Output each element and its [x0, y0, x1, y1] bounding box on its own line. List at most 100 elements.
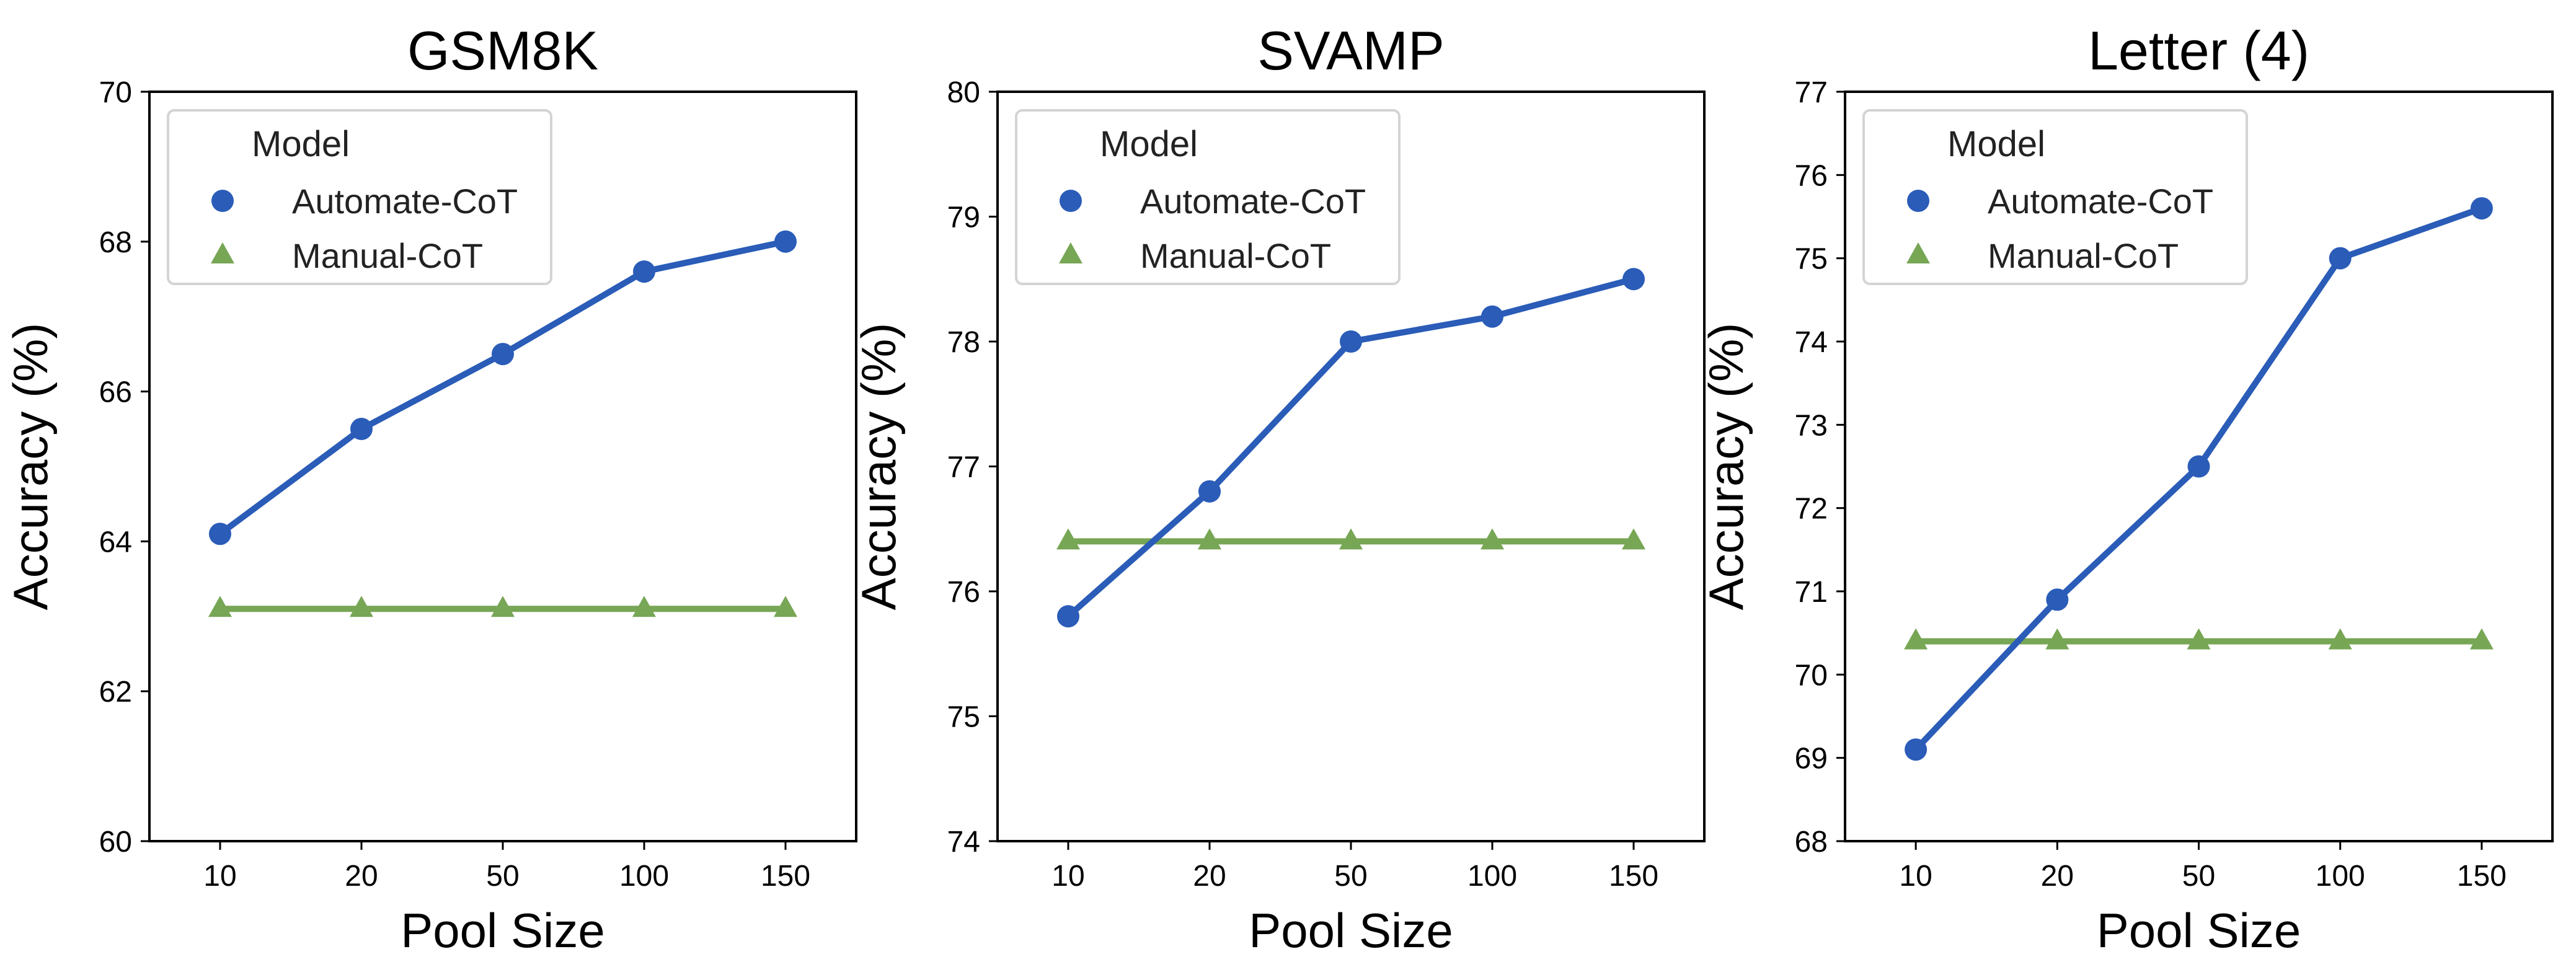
data-point [2470, 197, 2493, 220]
legend-label: Automate-CoT [1988, 182, 2213, 221]
y-axis-label: Accuracy (%) [1699, 323, 1753, 611]
legend-marker-circle [1060, 190, 1082, 212]
y-tick-label: 62 [99, 676, 132, 709]
chart-panel-3: Letter (4) 68 69 70 71 72 73 74 75 76 77 10 20 50 100 1… [1699, 20, 2554, 958]
series-automate-cot [209, 230, 797, 545]
x-axis-label: Pool Size [1249, 903, 1453, 958]
data-point [2046, 588, 2069, 611]
x-tick-label: 10 [203, 860, 236, 893]
y-tick-label: 73 [1795, 409, 1828, 442]
data-point [1905, 738, 1928, 761]
plot-frame [148, 90, 857, 842]
x-tick-label: 10 [1051, 860, 1084, 893]
y-tick-label: 74 [947, 826, 980, 859]
y-tick-label: 70 [1795, 659, 1828, 692]
y-tick-label: 64 [99, 526, 132, 558]
y-tick-label: 78 [947, 326, 980, 359]
chart-panel-2: SVAMP 74 75 76 77 78 79 80 10 20 50 100 150 Pool Size… [851, 20, 1706, 958]
legend-marker-triangle [1059, 242, 1082, 263]
y-tick-label: 76 [1795, 159, 1828, 192]
data-point [1622, 268, 1645, 291]
data-point [1056, 528, 1080, 550]
data-point [209, 523, 231, 545]
chart-panel-1: GSM8K 60 62 64 66 68 70 10 20 50 100 150 Pool Size Ac… [3, 20, 857, 958]
data-point [633, 260, 655, 283]
legend-label: Manual-CoT [1140, 236, 1331, 275]
x-tick-label: 20 [1193, 860, 1226, 893]
x-tick-label: 20 [345, 860, 378, 893]
x-tick-label: 150 [1609, 860, 1658, 893]
y-tick-label: 66 [99, 376, 132, 409]
legend: Model Automate-CoT Manual-CoT [1862, 109, 2248, 285]
x-axis-label: Pool Size [401, 903, 605, 958]
data-point [1198, 480, 1221, 503]
y-tick-label: 77 [947, 451, 980, 484]
data-point [2329, 247, 2352, 270]
chart-title: GSM8K [407, 20, 598, 81]
data-point [491, 596, 515, 617]
y-tick-label: 71 [1795, 576, 1828, 609]
y-tick-label: 79 [947, 201, 980, 234]
x-tick-label: 50 [1334, 860, 1367, 893]
data-point [2045, 628, 2069, 650]
legend-marker-triangle [211, 242, 234, 263]
legend-label: Automate-CoT [1140, 182, 1366, 221]
y-axis-label: Accuracy (%) [851, 323, 906, 611]
legend-box [167, 109, 552, 285]
x-tick-label: 50 [2182, 860, 2215, 893]
y-axis-label: Accuracy (%) [3, 323, 58, 611]
legend-label: Automate-CoT [292, 182, 518, 221]
series-manual-cot [208, 596, 797, 617]
x-tick-label: 100 [2316, 860, 2365, 893]
y-tick-label: 80 [947, 76, 980, 109]
plot-frame [996, 90, 1706, 842]
data-point [2187, 455, 2210, 478]
chart-title: Letter (4) [2088, 20, 2309, 81]
plot-frame [1844, 90, 2554, 842]
series-automate-cot [1905, 197, 2493, 761]
chart-title: SVAMP [1257, 20, 1445, 81]
legend-marker-circle [1907, 190, 1929, 212]
data-point [632, 596, 656, 617]
series-manual-cot [1056, 528, 1645, 550]
series-line [1913, 205, 2485, 753]
data-point [774, 596, 797, 617]
series-line [217, 238, 789, 537]
data-point [2187, 628, 2211, 650]
data-point [1481, 305, 1503, 328]
y-tick-label: 76 [947, 576, 980, 609]
legend: Model Automate-CoT Manual-CoT [1015, 109, 1401, 285]
y-tick-label: 75 [1795, 243, 1828, 276]
data-point [2328, 628, 2352, 650]
x-tick-label: 150 [2457, 860, 2507, 893]
data-point [774, 230, 797, 253]
data-point [1057, 605, 1079, 628]
legend-title: Model [1100, 124, 1198, 164]
legend-title: Model [252, 124, 350, 164]
data-point [1904, 628, 1928, 650]
x-axis-label: Pool Size [2097, 903, 2301, 958]
legend-title: Model [1947, 124, 2045, 164]
x-tick-label: 10 [1899, 860, 1932, 893]
y-tick-label: 69 [1795, 743, 1828, 775]
legend-box [1015, 109, 1401, 285]
legend-marker-circle [211, 190, 234, 212]
data-point [1622, 528, 1645, 550]
x-tick-label: 100 [619, 860, 669, 893]
data-point [2469, 628, 2494, 650]
y-tick-label: 68 [1795, 826, 1828, 859]
series-manual-cot [1904, 628, 2494, 650]
y-tick-label: 74 [1795, 326, 1828, 359]
legend-marker-triangle [1906, 242, 1930, 263]
data-point [1481, 528, 1504, 550]
y-tick-label: 72 [1795, 493, 1828, 526]
y-tick-label: 75 [947, 701, 980, 734]
x-tick-label: 20 [2041, 860, 2074, 893]
y-tick-label: 70 [99, 76, 132, 109]
data-point [208, 596, 232, 617]
y-tick-label: 60 [99, 826, 132, 859]
legend-label: Manual-CoT [292, 236, 483, 275]
x-tick-label: 50 [486, 860, 519, 893]
y-tick-label: 77 [1795, 76, 1828, 109]
